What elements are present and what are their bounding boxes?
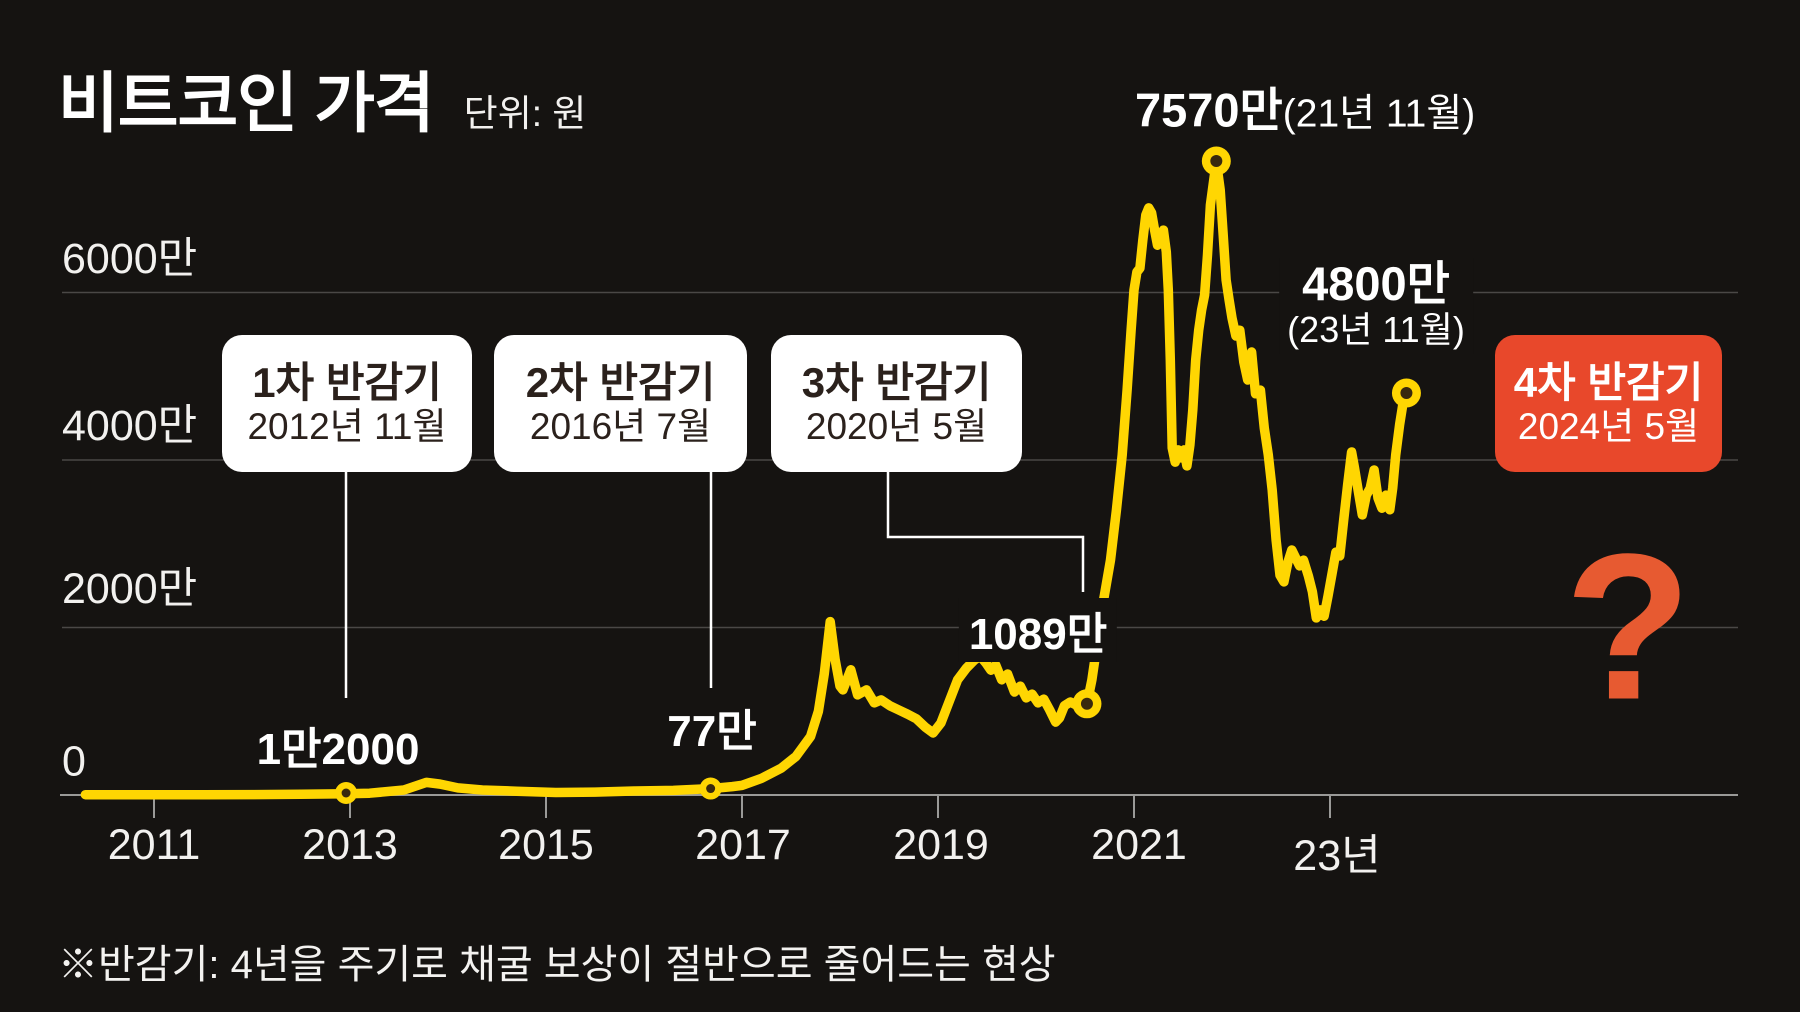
halving-2-date: 2016년 7월 [529,405,712,447]
halving-3-date: 2020년 5월 [805,405,988,447]
point-label-7570man: 7570만 (21년 11월) [1135,72,1475,141]
halving-1-title: 1차 반감기 [252,358,442,406]
x-axis-label-2015: 2015 [498,821,594,869]
x-axis-label-2017: 2017 [695,821,791,869]
point-label-7570man-date: (21년 11월) [1282,92,1476,136]
halving-2-title: 2차 반감기 [525,358,716,406]
point-label-4800man: 4800만 (23년 11월) [1279,258,1473,354]
halving-box-2: 2차 반감기 2016년 7월 [494,335,747,472]
point-label-1089man: 1089만 [958,598,1118,662]
price-line [80,156,1412,800]
marker-core-5 [1400,387,1413,399]
halving-connector-3 [886,472,1085,592]
chart-title: 비트코인 가격 [58,66,435,140]
unit-label: 단위: 원 [463,93,587,134]
question-mark: ? [1564,511,1692,744]
halving-4-date: 2024년 5월 [1517,405,1700,447]
point-label-4800man-value: 4800만 [1302,257,1450,310]
footnote: ※반감기: 4년을 주기로 채굴 보상이 절반으로 줄어드는 현상 [58,943,1056,987]
halving-box-1: 1차 반감기 2012년 11월 [222,335,472,472]
point-label-12000: 1만2000 [256,725,420,774]
y-axis-label-6000: 6000만 [62,235,198,283]
x-axis-label-2011: 2011 [107,821,201,869]
x-axis-label-2021: 2021 [1091,821,1187,869]
point-label-4800man-date: (23년 11월) [1287,309,1465,350]
marker-core-1 [341,788,351,798]
x-axis-label-2019: 2019 [893,821,989,869]
header: 비트코인 가격 단위: 원 [58,50,586,146]
point-label-77man: 77만 [667,707,757,756]
halving-box-3: 3차 반감기 2020년 5월 [771,335,1022,472]
marker-core-3 [1080,697,1093,710]
y-axis-label-4000: 4000만 [62,402,198,450]
x-axis-label-2023: 23년 [1293,832,1381,880]
marker-core-2 [706,784,716,794]
halving-box-4-red: 4차 반감기 2024년 5월 [1495,335,1722,472]
x-axis-label-2013: 2013 [302,821,398,869]
point-label-7570man-value: 7570만 [1135,83,1283,137]
halving-4-title: 4차 반감기 [1513,358,1704,406]
halving-3-title: 3차 반감기 [801,358,992,406]
halving-1-date: 2012년 11월 [247,405,447,447]
y-axis-label-2000: 2000만 [62,565,198,613]
y-axis-label-0: 0 [62,737,86,786]
marker-core-4 [1210,155,1223,168]
